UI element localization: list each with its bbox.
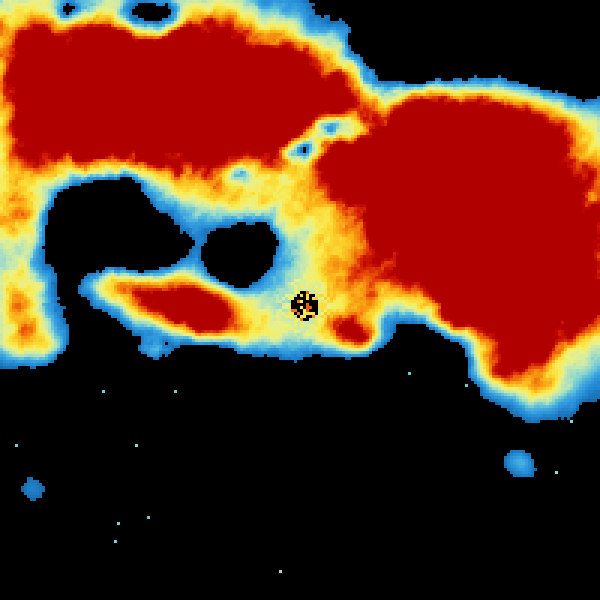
radar-image-viewport[interactable]: Weather Radar Reflectivity Composite Ref… [0,0,600,600]
radar-reflectivity-canvas[interactable] [0,0,600,600]
